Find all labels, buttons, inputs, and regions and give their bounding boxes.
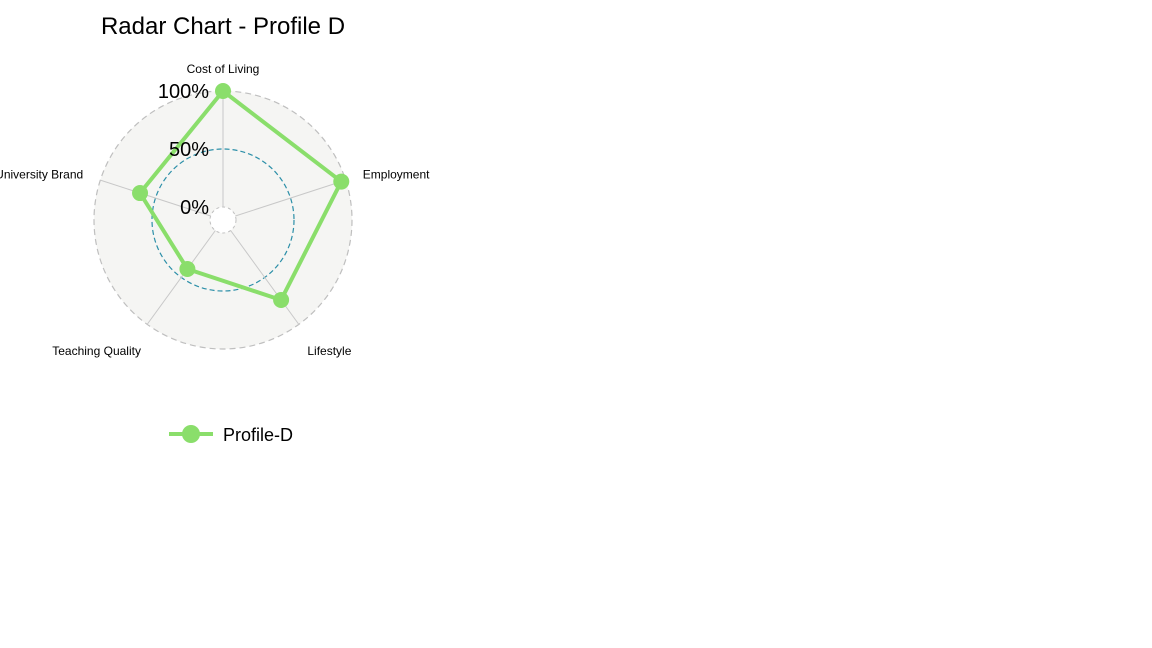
legend: Profile-D [169, 425, 293, 445]
axis-label: Employment [363, 168, 430, 182]
data-point [273, 291, 290, 308]
data-point [215, 83, 231, 99]
radar-grid [93, 90, 353, 350]
series-line [138, 89, 344, 302]
spoke-2 [235, 179, 346, 217]
grid-label: 100% [158, 81, 209, 103]
legend-label: Profile-D [223, 425, 293, 445]
series-layer [132, 83, 350, 308]
axis-label: University Brand [0, 168, 83, 182]
data-point [333, 173, 350, 190]
grid-label: 0% [180, 197, 209, 219]
spoke-4 [146, 230, 216, 325]
mid-ring [151, 148, 295, 292]
spoke-3 [230, 230, 300, 325]
data-point [179, 260, 196, 277]
spoke-5 [100, 179, 211, 217]
grid-labels: 0% 50% 100% [158, 81, 209, 219]
axis-label: Lifestyle [307, 344, 351, 358]
axis-labels: Cost of Living Employment Lifestyle Teachin… [0, 62, 430, 358]
chart-title: Radar Chart - Profile D [101, 13, 345, 40]
data-point [132, 185, 149, 202]
legend-marker [182, 425, 200, 443]
axis-label: Cost of Living [187, 62, 260, 76]
inner-ring [209, 206, 237, 234]
axis-label: Teaching Quality [52, 344, 141, 358]
grid-label: 50% [169, 139, 209, 161]
